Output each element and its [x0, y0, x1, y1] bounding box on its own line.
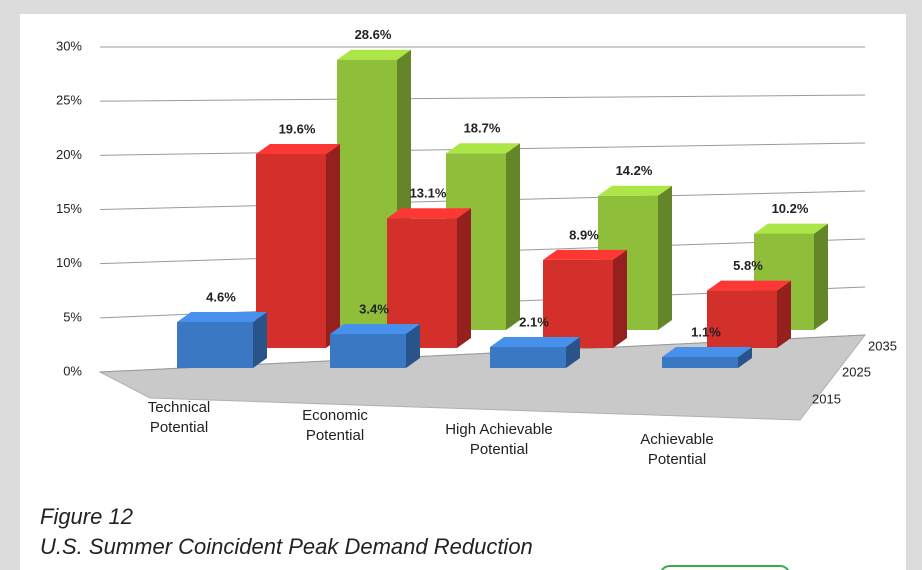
figure-title: U.S. Summer Coincident Peak Demand Reduc…: [40, 534, 533, 559]
value-label: 18.7%: [464, 121, 501, 136]
bar: [177, 312, 267, 368]
x-tick-label: Achievable Potential: [640, 431, 714, 468]
value-label: 13.1%: [410, 186, 447, 201]
bar-side: [613, 249, 627, 348]
bar: [490, 337, 580, 368]
value-label: 8.9%: [569, 227, 599, 242]
bar-side: [814, 223, 828, 330]
grid-line: [99, 94, 866, 102]
y-tick-label: 30%: [56, 38, 82, 53]
depth-label: 2025: [842, 364, 871, 379]
value-label: 3.4%: [359, 301, 389, 316]
bar-top: [543, 249, 627, 260]
y-tick-label: 25%: [56, 93, 82, 108]
value-label: 10.2%: [772, 201, 809, 216]
bar-top: [598, 185, 672, 196]
bar: [543, 249, 627, 348]
y-tick-label: 0%: [63, 363, 82, 378]
y-tick-label: 5%: [63, 309, 82, 324]
bar-top: [707, 280, 791, 291]
bar: [387, 208, 471, 348]
bar-front: [177, 322, 253, 368]
bar: [256, 143, 340, 348]
bar-top: [177, 312, 267, 322]
bar-top: [337, 49, 411, 60]
value-label: 5.8%: [733, 258, 763, 273]
depth-label: 2015: [812, 391, 841, 406]
value-label: 2.1%: [519, 314, 549, 329]
bar: [707, 280, 791, 348]
bar-front: [662, 357, 738, 368]
bar-front: [543, 259, 613, 348]
bar-top: [446, 143, 520, 154]
decor-button: [660, 565, 790, 570]
bar-side: [658, 185, 672, 330]
bar-top: [490, 337, 580, 347]
value-label: 14.2%: [616, 163, 653, 178]
bar-front: [330, 334, 406, 368]
bar: [330, 324, 420, 368]
bar: [662, 347, 752, 368]
x-tick-label: High Achievable Potential: [445, 421, 553, 458]
bar-side: [326, 143, 340, 348]
bar-side: [777, 280, 791, 348]
bar-front: [256, 153, 326, 348]
bar-side: [566, 337, 580, 368]
bar-top: [754, 223, 828, 234]
bar-top: [256, 143, 340, 154]
bar-top: [662, 347, 752, 357]
bar-side: [253, 312, 267, 368]
y-tick-label: 20%: [56, 147, 82, 162]
bar-side: [406, 324, 420, 368]
x-tick-label: Economic Potential: [302, 407, 368, 444]
value-label: 4.6%: [206, 289, 236, 304]
bar-top: [330, 324, 420, 334]
value-label: 1.1%: [691, 324, 721, 339]
x-tick-label: Technical Potential: [147, 399, 211, 436]
bar-front: [490, 347, 566, 368]
bar-top: [387, 208, 471, 219]
bar-side: [738, 347, 752, 368]
value-label: 19.6%: [279, 121, 316, 136]
value-label: 28.6%: [355, 27, 392, 42]
bar-side: [457, 208, 471, 348]
depth-label: 2035: [868, 338, 897, 353]
figure-number: Figure 12: [40, 504, 133, 529]
y-tick-label: 10%: [56, 255, 82, 270]
bar-front: [707, 290, 777, 348]
y-tick-label: 15%: [56, 201, 82, 216]
bar-side: [506, 143, 520, 330]
